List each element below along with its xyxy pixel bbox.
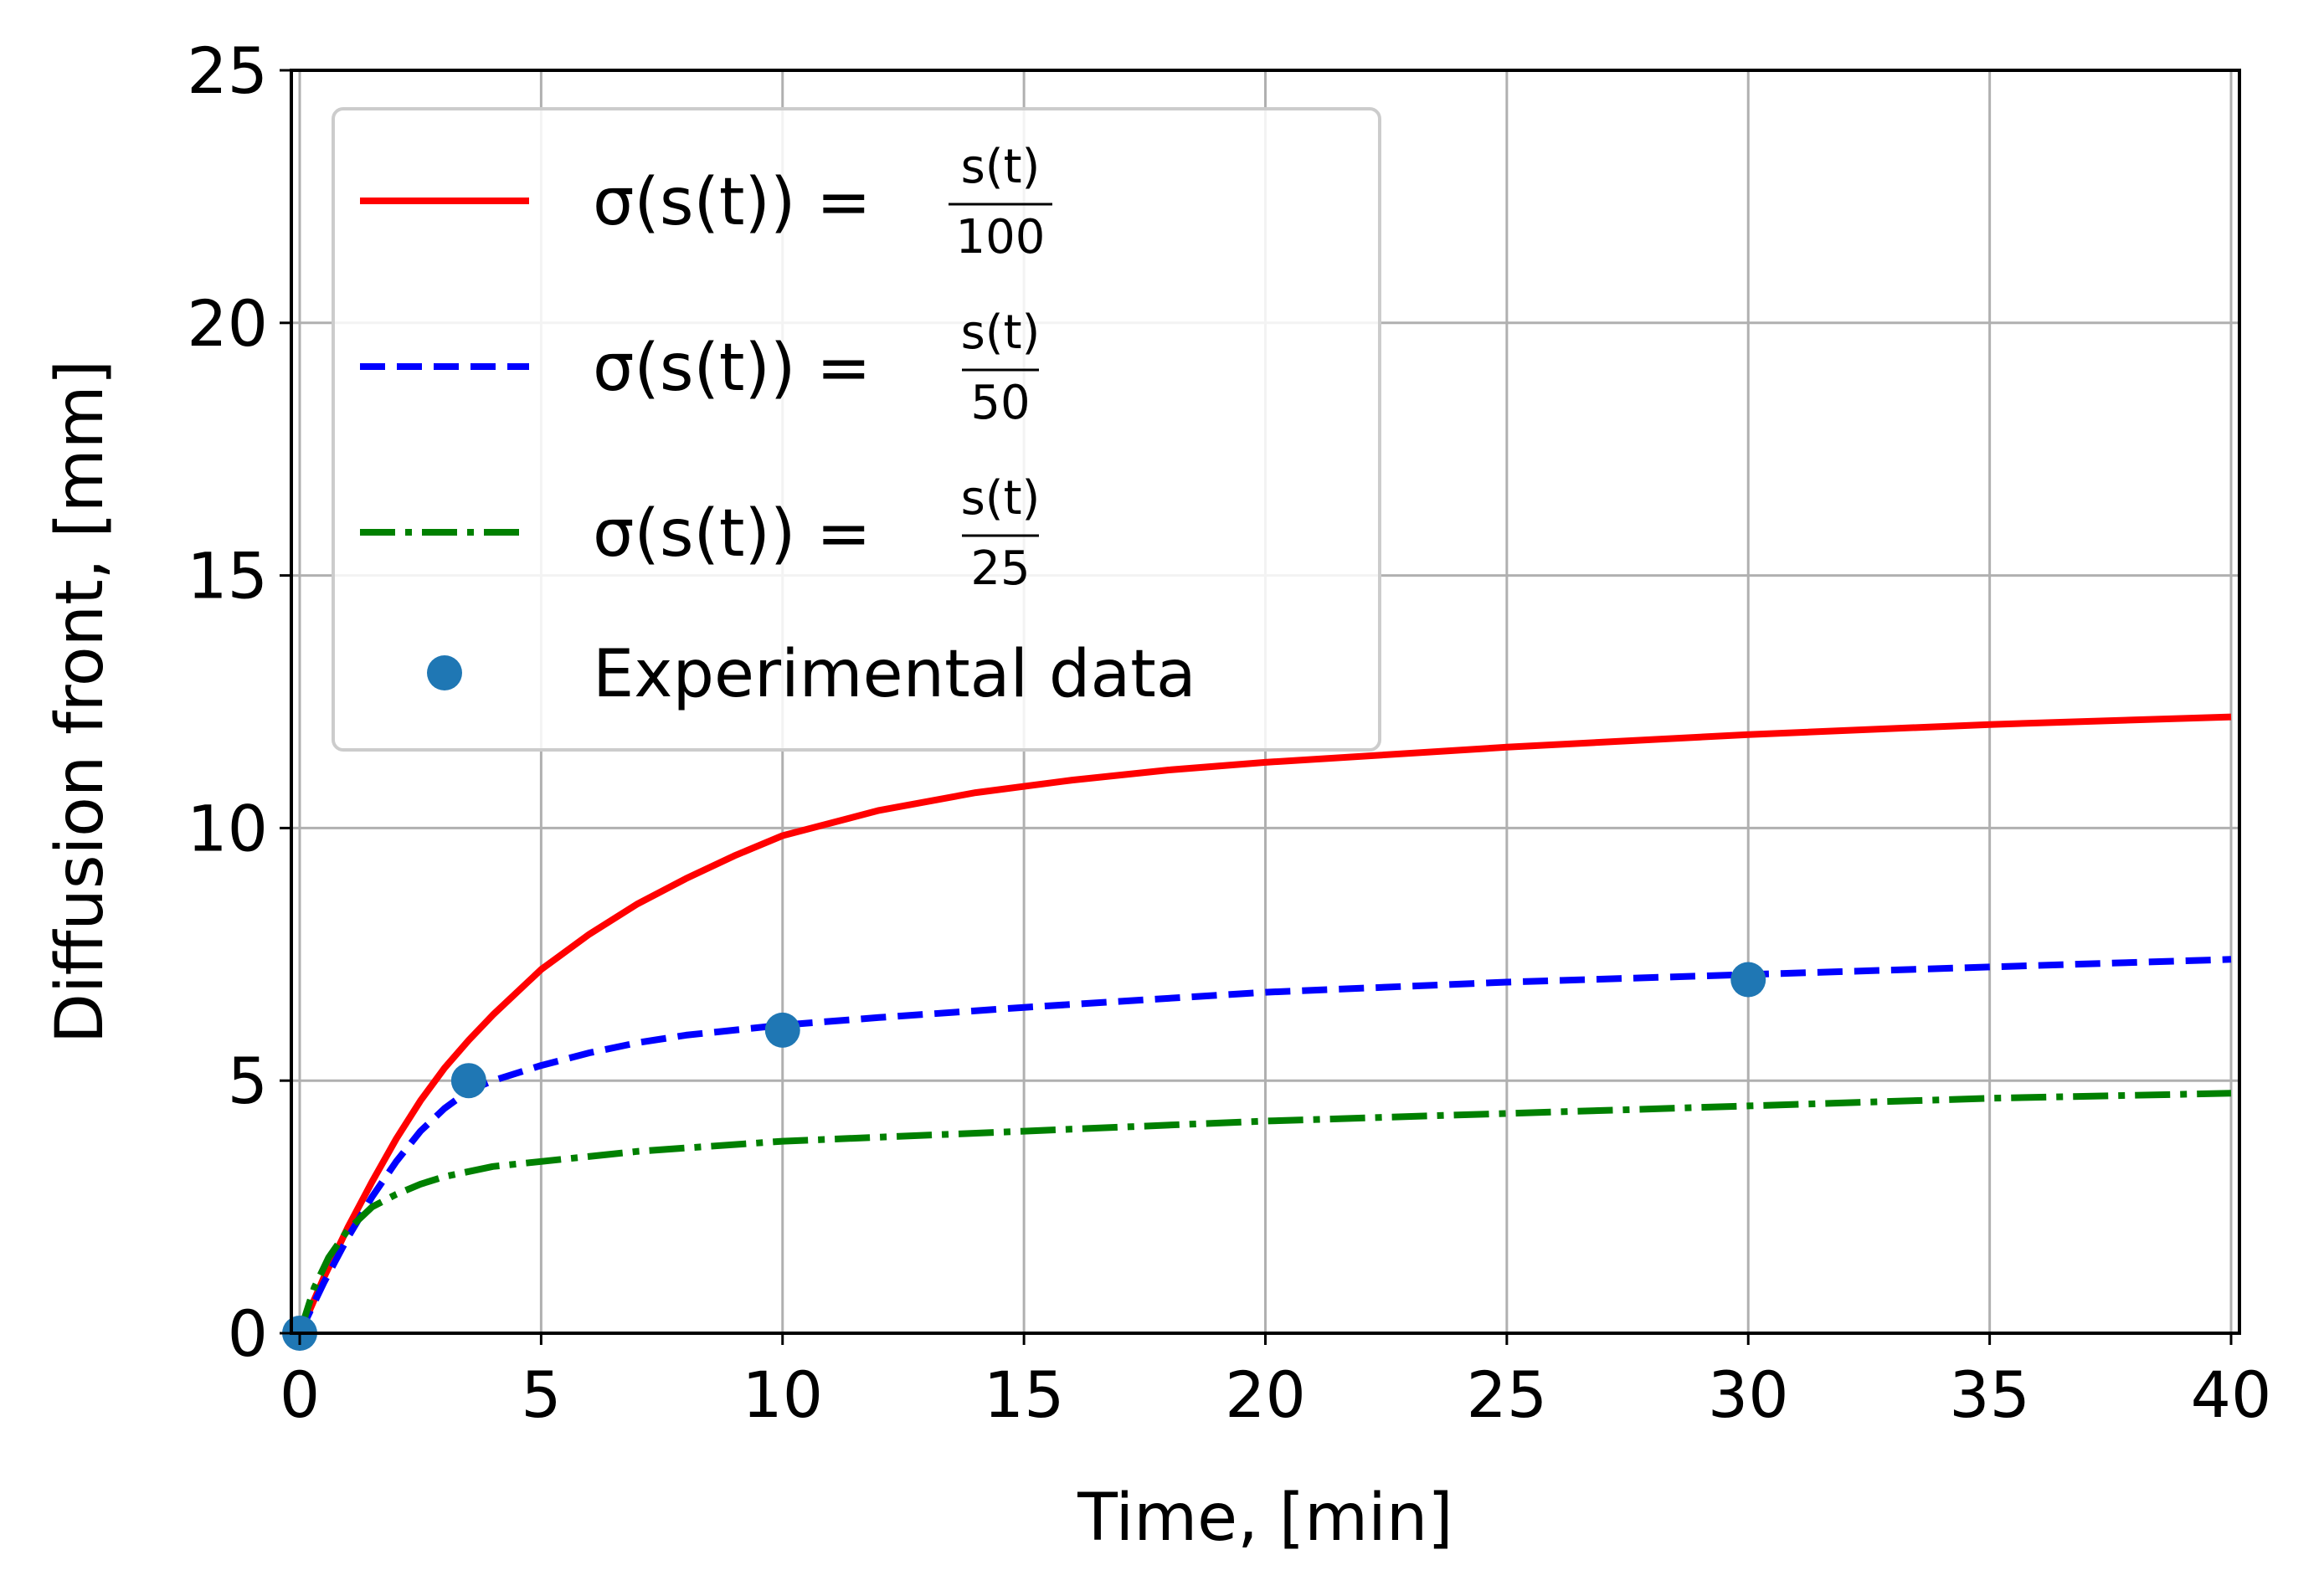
legend: σ(s(t)) = s(t) 100 σ(s(t)) = s(t) 50 σ(s… <box>332 107 1381 752</box>
y-tick-label-0: 0 <box>228 1296 268 1371</box>
y-tick-label-2: 10 <box>187 791 268 865</box>
legend-swatch-experimental-marker <box>427 655 462 690</box>
legend-denominator-3: 25 <box>970 541 1030 596</box>
axis-ticks: 0 5 10 15 20 25 30 35 40 0 5 10 15 20 25 <box>187 33 2271 1432</box>
experimental-points <box>282 962 1766 1351</box>
x-tick-label-1: 5 <box>521 1357 561 1432</box>
y-tick-label-3: 15 <box>187 539 268 613</box>
y-axis-label: Diffusion front, [mm] <box>43 360 118 1044</box>
data-point-3 <box>764 1012 800 1048</box>
legend-denominator-2: 50 <box>970 376 1030 430</box>
x-tick-label-4: 20 <box>1225 1357 1306 1432</box>
legend-box <box>332 107 1381 752</box>
x-tick-label-8: 40 <box>2191 1357 2272 1432</box>
data-point-4 <box>1730 962 1766 998</box>
x-tick-label-3: 15 <box>984 1357 1065 1432</box>
series-line-1 <box>296 713 2232 1335</box>
x-tick-label-2: 10 <box>742 1357 823 1432</box>
legend-numerator-2: s(t) <box>961 305 1041 360</box>
legend-label-3: σ(s(t)) = <box>593 496 872 572</box>
series-line-3 <box>296 1090 2232 1335</box>
legend-numerator-3: s(t) <box>961 471 1041 526</box>
y-tick-label-5: 25 <box>187 33 268 108</box>
legend-numerator-1: s(t) <box>961 140 1041 194</box>
y-tick-label-4: 20 <box>187 286 268 361</box>
legend-label-1: σ(s(t)) = <box>593 165 872 240</box>
y-tick-label-1: 5 <box>228 1044 268 1118</box>
legend-label-2: σ(s(t)) = <box>593 331 872 406</box>
legend-denominator-1: 100 <box>956 210 1046 264</box>
x-tick-label-0: 0 <box>280 1357 320 1432</box>
series-line-2 <box>296 956 2232 1335</box>
x-axis-label: Time, [min] <box>1077 1481 1452 1556</box>
series-lines <box>296 713 2232 1335</box>
data-point-2 <box>450 1063 486 1099</box>
legend-label-4: Experimental data <box>593 637 1196 712</box>
x-tick-label-6: 30 <box>1708 1357 1789 1432</box>
x-tick-label-5: 25 <box>1467 1357 1548 1432</box>
x-tick-label-7: 35 <box>1949 1357 2030 1432</box>
